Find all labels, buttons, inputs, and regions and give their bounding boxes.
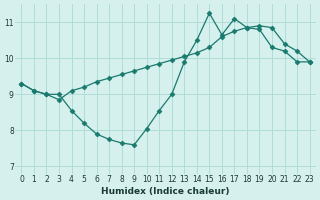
X-axis label: Humidex (Indice chaleur): Humidex (Indice chaleur) bbox=[101, 187, 230, 196]
